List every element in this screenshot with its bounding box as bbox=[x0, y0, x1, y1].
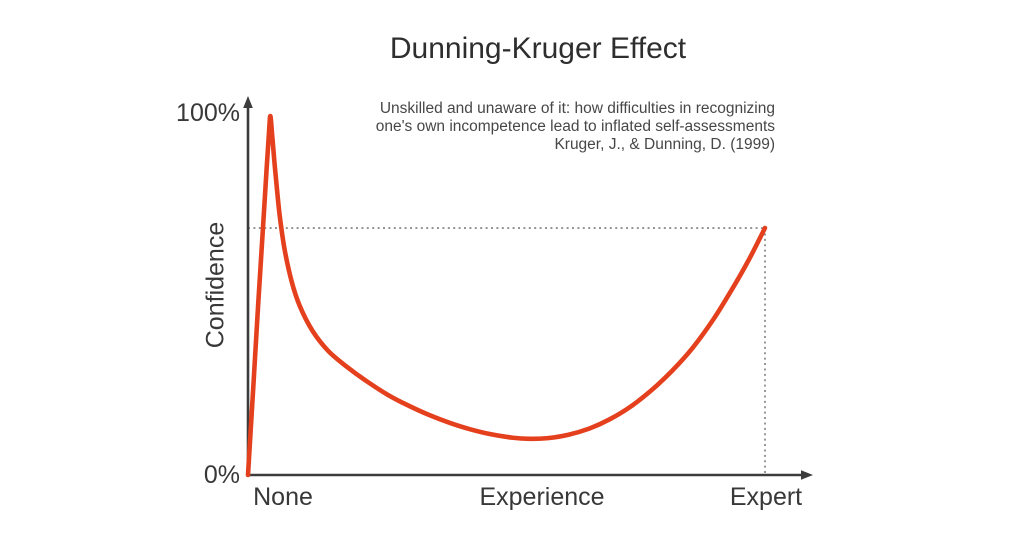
x-axis-arrow-icon bbox=[801, 470, 813, 480]
chart-title: Dunning-Kruger Effect bbox=[389, 32, 687, 65]
x-tick-experience: Experience bbox=[479, 483, 605, 511]
y-axis-arrow-icon bbox=[243, 96, 253, 108]
subtitle-line-1: Unskilled and unaware of it: how difficu… bbox=[379, 100, 775, 117]
chart-subtitle: Unskilled and unaware of it: how difficu… bbox=[300, 100, 775, 154]
y-tick-0: 0% bbox=[203, 461, 240, 489]
x-tick-expert: Expert bbox=[729, 483, 803, 511]
x-tick-none: None bbox=[253, 483, 313, 511]
subtitle-line-2: one's own incompetence lead to inflated … bbox=[375, 118, 775, 135]
subtitle-line-3: Kruger, J., & Dunning, D. (1999) bbox=[554, 136, 775, 153]
y-tick-100: 100% bbox=[176, 99, 240, 127]
confidence-curve bbox=[245, 113, 768, 478]
